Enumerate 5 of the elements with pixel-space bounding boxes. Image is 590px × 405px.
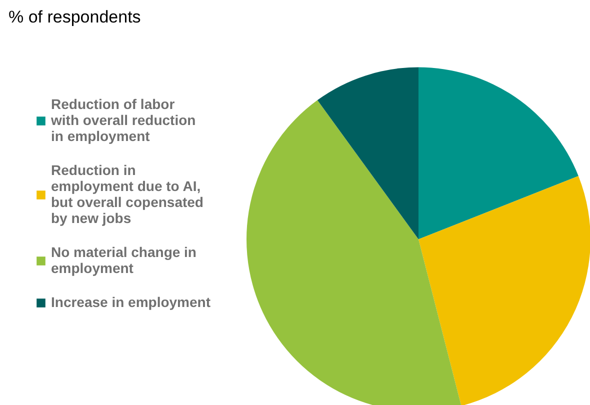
legend-label: Reduction in employment due to AI, but overall copensated by new jobs	[51, 162, 204, 226]
legend-label: Reduction of labor with overall reduction in employment	[51, 96, 196, 144]
chart-title: % of respondents	[8, 8, 141, 26]
legend-label: Increase in employment	[51, 294, 211, 310]
legend-label: No material change in employment	[51, 244, 196, 276]
